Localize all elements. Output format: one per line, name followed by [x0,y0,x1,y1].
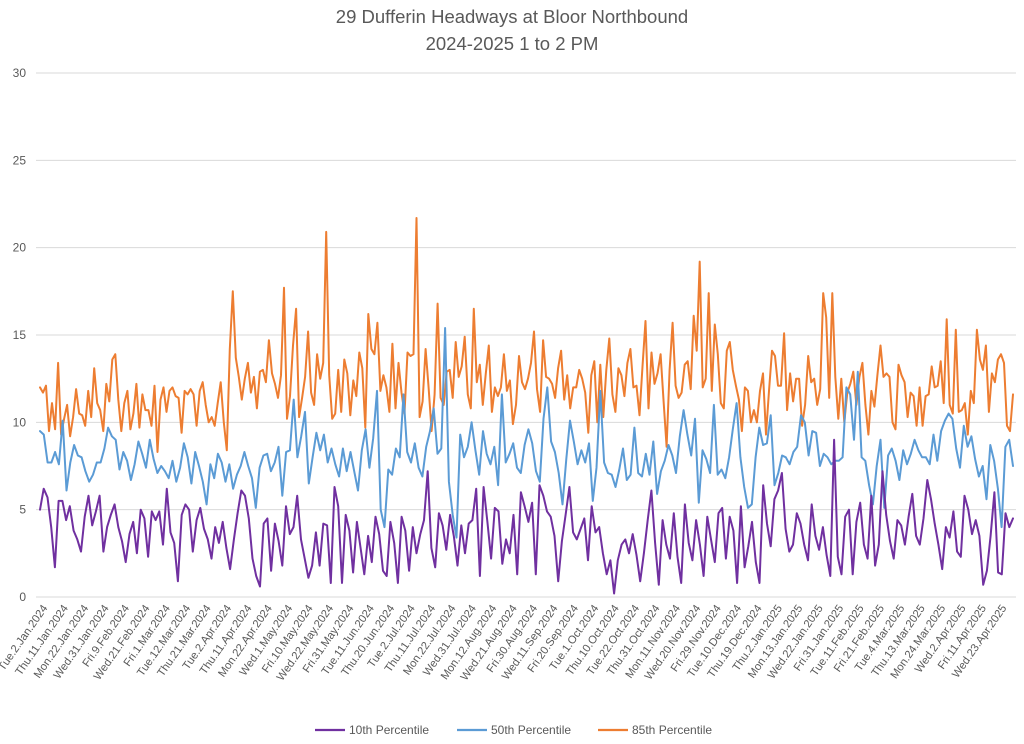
y-tick-label: 10 [13,415,27,429]
chart-title: 29 Dufferin Headways at Bloor Northbound [336,6,688,27]
legend-item-85th[interactable]: 85th Percentile [598,723,712,737]
legend-item-10th[interactable]: 10th Percentile [315,723,429,737]
legend-label-85th: 85th Percentile [632,723,712,737]
series-lines [39,217,1014,595]
y-tick-label: 25 [13,153,27,167]
y-tick-label: 20 [13,241,27,255]
y-axis-ticks: 0 5 10 15 20 25 30 [13,66,27,604]
legend-label-10th: 10th Percentile [349,723,429,737]
legend-item-50th[interactable]: 50th Percentile [457,723,571,737]
x-axis-ticks: Tue.2.Jan.2024Thu.11.Jan.2024Mon.22.Jan.… [0,603,1009,683]
y-tick-label: 15 [13,328,27,342]
series-line-85th-percentile [39,217,1014,453]
chart-subtitle: 2024-2025 1 to 2 PM [426,33,599,54]
legend: 10th Percentile 50th Percentile 85th Per… [315,723,712,737]
y-tick-label: 30 [13,66,27,80]
series-line-10th-percentile [39,438,1014,595]
legend-label-50th: 50th Percentile [491,723,571,737]
y-tick-label: 5 [19,503,26,517]
series-line-50th-percentile [39,327,1014,539]
y-tick-label: 0 [19,590,26,604]
